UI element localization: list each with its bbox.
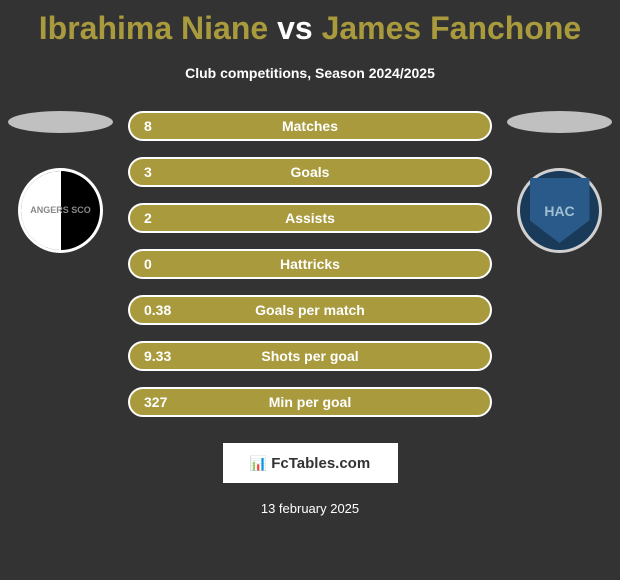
stat-row-spg: 9.33 Shots per goal <box>128 341 492 371</box>
club-left-section: ANGERS SCO <box>8 111 113 253</box>
stat-value: 9.33 <box>144 348 204 364</box>
footer-date: 13 february 2025 <box>0 501 620 516</box>
subtitle: Club competitions, Season 2024/2025 <box>0 65 620 81</box>
club-right-shield: HAC <box>530 178 590 243</box>
stat-row-matches: 8 Matches <box>128 111 492 141</box>
club-right-text: HAC <box>544 203 574 219</box>
club-logo-left: ANGERS SCO <box>18 168 103 253</box>
chart-icon: 📊 <box>250 455 267 472</box>
stats-container: 8 Matches 3 Goals 2 Assists 0 Hattricks … <box>113 111 507 433</box>
stat-label: Shots per goal <box>261 348 358 364</box>
stat-row-hattricks: 0 Hattricks <box>128 249 492 279</box>
brand-logo[interactable]: 📊 FcTables.com <box>223 443 398 483</box>
player2-name: James Fanchone <box>322 10 582 46</box>
stat-value: 2 <box>144 210 204 226</box>
club-logo-right: HAC <box>517 168 602 253</box>
stat-row-mpg: 327 Min per goal <box>128 387 492 417</box>
stat-label: Goals per match <box>255 302 365 318</box>
stat-label: Hattricks <box>280 256 340 272</box>
player1-name: Ibrahima Niane <box>39 10 268 46</box>
brand-text: FcTables.com <box>271 455 370 472</box>
page-title: Ibrahima Niane vs James Fanchone <box>0 0 620 47</box>
stat-value: 0.38 <box>144 302 204 318</box>
stat-row-goals: 3 Goals <box>128 157 492 187</box>
club-left-text: ANGERS SCO <box>30 206 91 216</box>
stat-row-assists: 2 Assists <box>128 203 492 233</box>
stat-label: Min per goal <box>269 394 351 410</box>
player-photo-placeholder-right <box>507 111 612 133</box>
stat-label: Assists <box>285 210 335 226</box>
stat-label: Matches <box>282 118 338 134</box>
stat-value: 8 <box>144 118 204 134</box>
stat-value: 0 <box>144 256 204 272</box>
stat-value: 3 <box>144 164 204 180</box>
club-right-section: HAC <box>507 111 612 253</box>
player-photo-placeholder-left <box>8 111 113 133</box>
stat-value: 327 <box>144 394 204 410</box>
stat-label: Goals <box>291 164 330 180</box>
content-area: ANGERS SCO 8 Matches 3 Goals 2 Assists 0… <box>0 111 620 433</box>
vs-text: vs <box>277 10 313 46</box>
stat-row-gpm: 0.38 Goals per match <box>128 295 492 325</box>
